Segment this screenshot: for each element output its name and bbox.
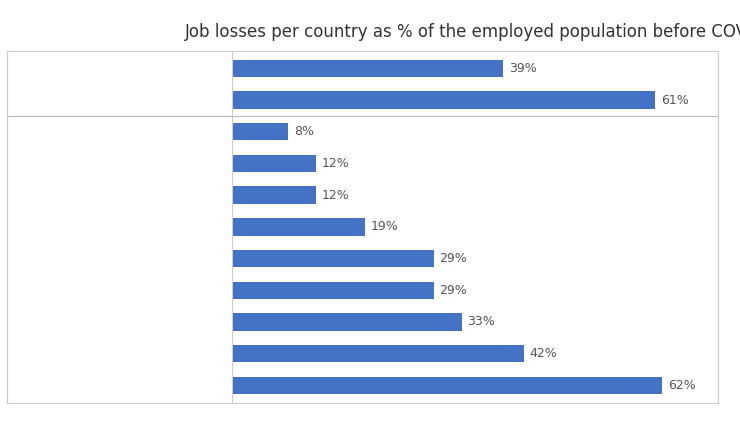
Text: 33%: 33%: [467, 315, 495, 329]
Bar: [233, 377, 662, 394]
Bar: [233, 155, 316, 172]
Text: 61%: 61%: [661, 94, 689, 106]
Bar: [233, 250, 434, 267]
Text: 62%: 62%: [668, 379, 696, 392]
Text: May
Surveys: May Surveys: [106, 59, 133, 109]
Bar: [233, 60, 503, 77]
Bar: [233, 218, 365, 236]
Text: June Surveys: June Surveys: [113, 219, 126, 300]
Bar: [233, 187, 316, 204]
Text: 12%: 12%: [322, 189, 349, 202]
Bar: [233, 313, 462, 331]
Text: 12%: 12%: [322, 157, 349, 170]
Title: Job losses per country as % of the employed population before COVID: Job losses per country as % of the emplo…: [185, 23, 740, 41]
Text: 8%: 8%: [294, 125, 314, 138]
Text: 29%: 29%: [440, 284, 467, 297]
Text: 39%: 39%: [508, 62, 536, 75]
Bar: [233, 345, 524, 363]
Bar: [233, 91, 656, 109]
Text: 29%: 29%: [440, 252, 467, 265]
Bar: [233, 123, 289, 140]
Text: 42%: 42%: [529, 347, 557, 360]
Bar: [233, 282, 434, 299]
Text: 19%: 19%: [370, 220, 398, 233]
